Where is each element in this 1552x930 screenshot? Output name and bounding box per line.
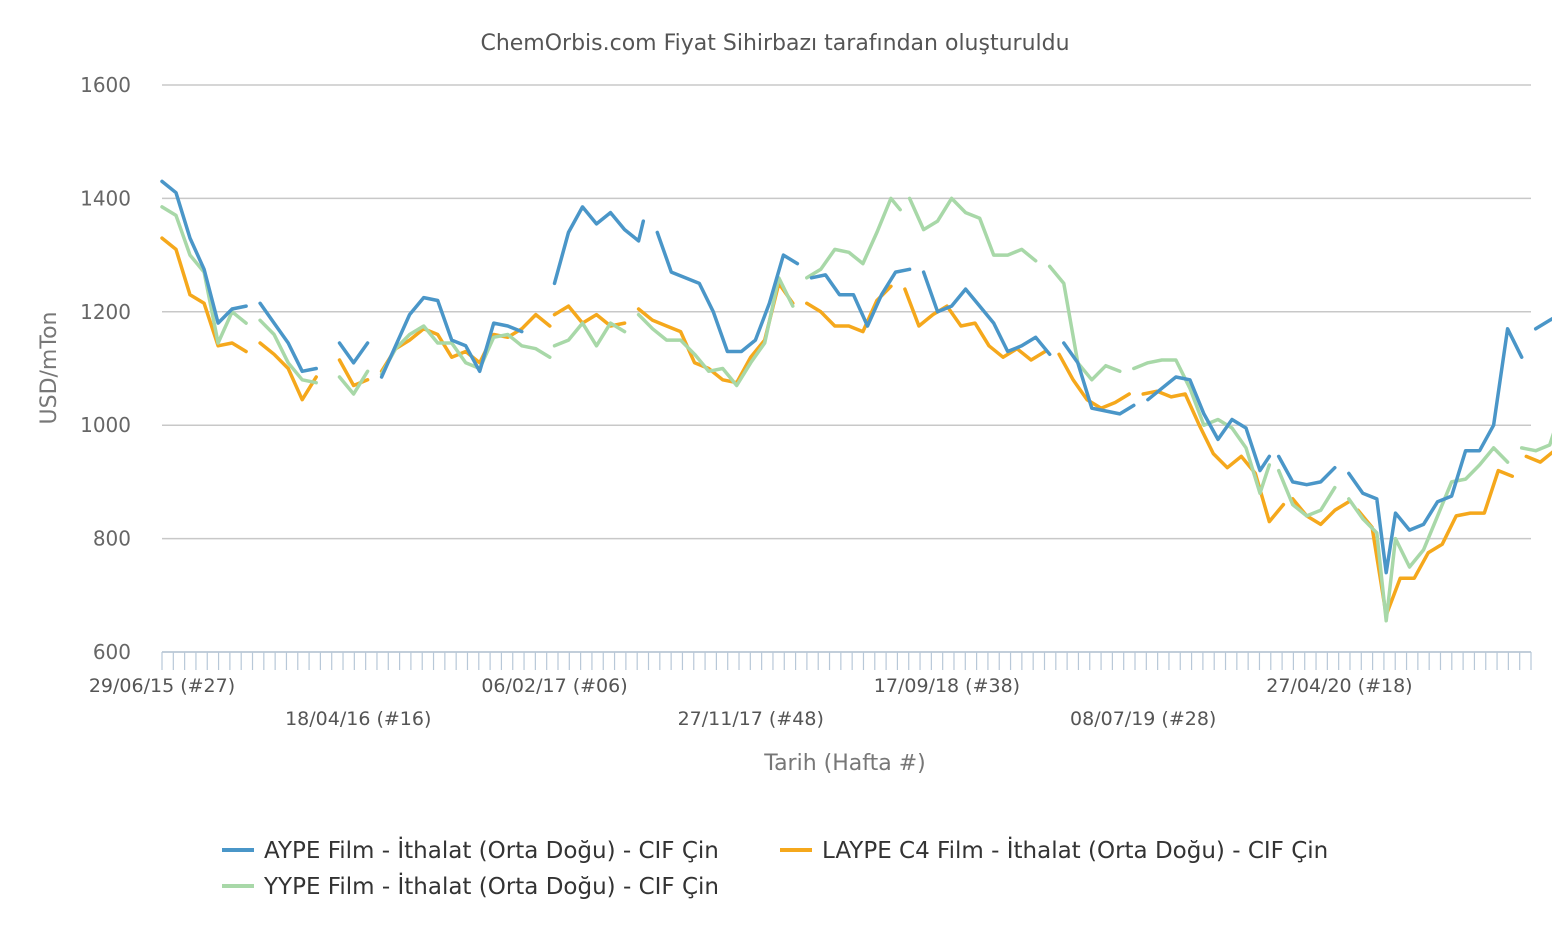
x-tick-label: 27/04/20 (#18) xyxy=(1266,675,1412,697)
legend-label: AYPE Film - İthalat (Orta Doğu) - CIF Çi… xyxy=(264,836,719,864)
x-tick-label: 06/02/17 (#06) xyxy=(481,675,627,697)
chart-title: ChemOrbis.com Fiyat Sihirbazı tarafından… xyxy=(480,31,1069,56)
y-tick-label: 600 xyxy=(93,640,131,664)
y-tick-label: 1200 xyxy=(80,300,131,324)
series-line-1 xyxy=(160,236,1552,617)
legend: AYPE Film - İthalat (Orta Doğu) - CIF Çi… xyxy=(222,836,1328,900)
x-tick-label: 29/06/15 (#27) xyxy=(89,675,235,697)
legend-label: LAYPE C4 Film - İthalat (Orta Doğu) - CI… xyxy=(822,836,1328,864)
y-tick-label: 1400 xyxy=(80,186,131,210)
series-line-2 xyxy=(160,196,1552,623)
series-line-0 xyxy=(160,179,1552,575)
x-tick-label: 08/07/19 (#28) xyxy=(1070,708,1216,730)
gridlines xyxy=(162,84,1531,653)
x-axis-title: Tarih (Hafta #) xyxy=(763,751,925,776)
x-axis: 29/06/15 (#27) 18/04/16 (#16) 06/02/17 (#0… xyxy=(89,651,1532,730)
legend-label: YYPE Film - İthalat (Orta Doğu) - CIF Çi… xyxy=(263,872,719,900)
series-lines xyxy=(160,179,1552,623)
x-tick-label: 18/04/16 (#16) xyxy=(285,708,431,730)
x-tick-label: 17/09/18 (#38) xyxy=(874,675,1020,697)
y-axis-title: USD/mTon xyxy=(37,312,62,425)
y-tick-label: 1600 xyxy=(80,73,131,97)
y-tick-label: 800 xyxy=(93,527,131,551)
y-tick-label: 1000 xyxy=(80,413,131,437)
x-tick-label: 27/11/17 (#48) xyxy=(678,708,824,730)
y-axis-ticks: 600 800 1000 1200 1400 1600 xyxy=(80,73,131,664)
